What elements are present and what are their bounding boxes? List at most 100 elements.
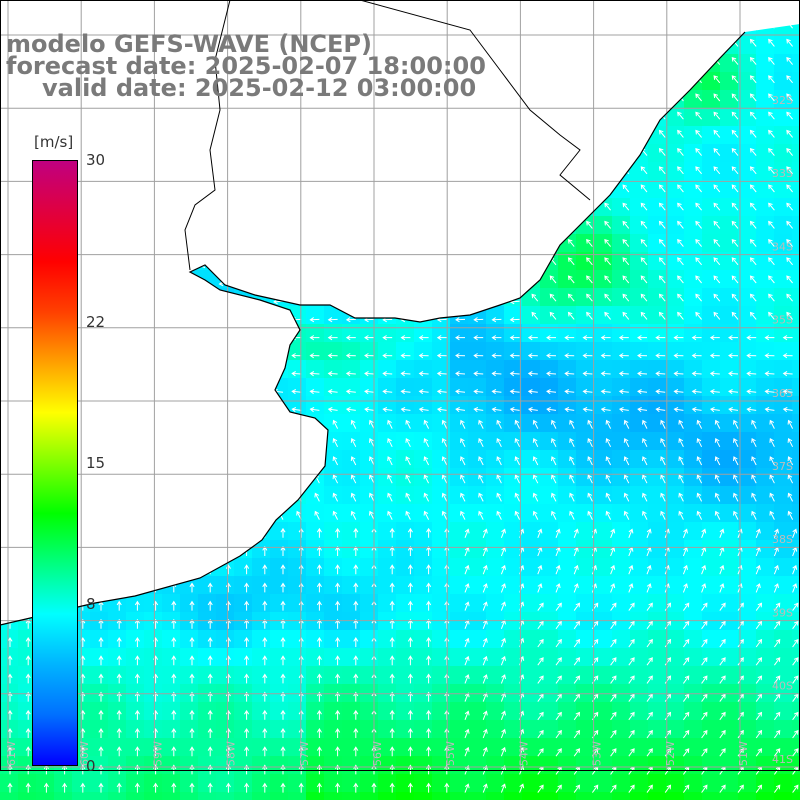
- wind-arrow: [207, 655, 213, 666]
- speed-cell: [774, 234, 793, 253]
- speed-cell: [774, 360, 793, 379]
- speed-cell: [702, 720, 721, 739]
- colorbar-tick-label: 0: [86, 757, 96, 775]
- wind-arrow: [280, 564, 286, 575]
- speed-cell: [702, 738, 721, 757]
- wind-arrow: [316, 728, 322, 738]
- speed-cell: [540, 432, 559, 451]
- wind-arrow: [604, 220, 611, 229]
- speed-cell: [252, 594, 271, 613]
- speed-cell: [630, 270, 649, 289]
- wind-arrow: [768, 166, 775, 175]
- wind-arrow: [746, 353, 757, 359]
- speed-cell: [720, 180, 739, 199]
- wind-arrow: [658, 184, 666, 193]
- speed-cell: [738, 396, 757, 415]
- speed-cell: [288, 342, 307, 361]
- speed-cell: [432, 486, 451, 505]
- wind-arrow: [737, 620, 744, 630]
- speed-cell: [180, 774, 199, 793]
- wind-arrow: [546, 407, 557, 413]
- speed-cell: [630, 396, 649, 415]
- speed-cell: [702, 144, 721, 163]
- speed-cell: [558, 558, 577, 577]
- speed-cell: [270, 648, 289, 667]
- speed-cell: [774, 540, 793, 559]
- wind-arrow: [514, 492, 521, 502]
- wind-arrow: [389, 564, 395, 575]
- wind-arrow: [582, 407, 593, 413]
- wind-arrow: [423, 437, 430, 448]
- wind-arrow: [746, 389, 757, 395]
- speed-cell: [414, 738, 433, 757]
- wind-arrow: [622, 220, 630, 229]
- wind-arrow: [537, 748, 544, 757]
- speed-cell: [504, 576, 523, 595]
- wind-arrow: [677, 202, 684, 211]
- wind-arrow: [418, 335, 429, 341]
- wind-arrow: [350, 474, 357, 484]
- speed-cell: [630, 774, 649, 793]
- wind-arrow: [496, 419, 502, 429]
- wind-arrow: [610, 583, 616, 593]
- speed-cell: [648, 558, 667, 577]
- wind-arrow: [353, 564, 359, 575]
- wind-arrow: [389, 709, 395, 720]
- wind-arrow: [628, 620, 635, 630]
- wind-arrow: [364, 389, 375, 395]
- wind-arrow: [773, 657, 781, 666]
- speed-cell: [648, 774, 667, 793]
- wind-arrow: [751, 510, 757, 520]
- speed-cell: [612, 612, 631, 631]
- wind-arrow: [582, 371, 593, 377]
- wind-arrow: [551, 456, 557, 466]
- speed-cell: [432, 702, 451, 721]
- wind-arrow: [622, 202, 630, 211]
- speed-cell: [144, 630, 163, 649]
- speed-cell: [756, 324, 775, 343]
- wind-arrow: [25, 637, 31, 647]
- speed-cell: [738, 342, 757, 361]
- speed-cell: [774, 702, 793, 721]
- speed-cell: [666, 702, 685, 721]
- wind-arrow: [7, 655, 13, 666]
- wind-arrow: [640, 311, 648, 320]
- wind-arrow: [98, 709, 104, 720]
- speed-cell: [216, 576, 235, 595]
- wind-arrow: [640, 166, 648, 175]
- speed-cell: [630, 360, 649, 379]
- speed-cell: [612, 396, 631, 415]
- wind-arrow: [637, 407, 648, 413]
- wind-arrow: [332, 474, 339, 484]
- wind-arrow: [573, 620, 581, 630]
- wind-arrow: [682, 657, 690, 666]
- speed-cell: [540, 486, 559, 505]
- wind-arrow: [677, 293, 684, 302]
- wind-arrow: [719, 528, 725, 538]
- speed-cell: [774, 24, 793, 37]
- wind-arrow: [768, 38, 775, 47]
- speed-cell: [540, 468, 559, 487]
- wind-arrow: [731, 56, 739, 65]
- wind-arrow: [751, 419, 757, 429]
- speed-cell: [36, 774, 55, 793]
- wind-arrow: [696, 510, 703, 520]
- speed-cell: [108, 756, 127, 775]
- wind-arrow: [628, 564, 634, 575]
- speed-cell: [612, 594, 631, 613]
- wind-arrow: [423, 474, 430, 484]
- speed-cell: [576, 792, 595, 800]
- wind-arrow: [426, 709, 432, 720]
- speed-cell: [162, 792, 181, 800]
- wind-arrow: [389, 782, 395, 793]
- wind-arrow: [658, 293, 666, 302]
- wind-arrow: [713, 184, 721, 193]
- wind-arrow: [605, 474, 612, 484]
- speed-cell: [738, 486, 757, 505]
- speed-cell: [360, 702, 379, 721]
- wind-arrow: [527, 371, 538, 377]
- speed-cell: [378, 342, 397, 361]
- speed-cell: [360, 342, 379, 361]
- speed-cell: [414, 648, 433, 667]
- wind-arrow: [405, 456, 411, 466]
